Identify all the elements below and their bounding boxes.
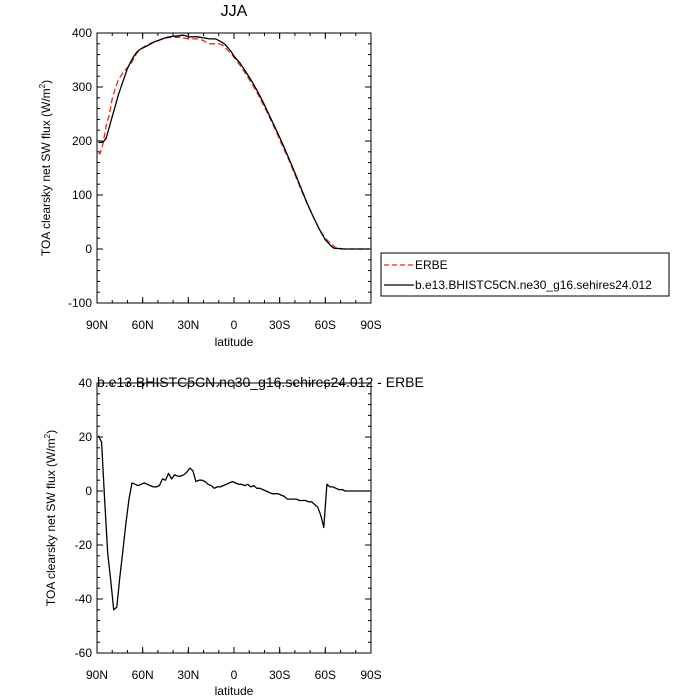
bottom-ytick-label: 0 (85, 484, 92, 498)
bottom-plot-frame (96, 382, 372, 654)
top-xtick-label: 60N (132, 318, 154, 332)
top-ytick-label: 300 (72, 80, 92, 94)
bottom-xtick-label: 90S (360, 668, 381, 682)
bottom-xtick-label: 0 (231, 668, 238, 682)
top-series-lines (98, 34, 370, 250)
top-y-axis: 400 300 200 100 0 -100 (68, 26, 371, 310)
top-ytick-label: 400 (72, 26, 92, 40)
top-series-line-model (98, 34, 370, 250)
top-xtick-label: 0 (231, 318, 238, 332)
bottom-xtick-label: 30N (177, 668, 199, 682)
bottom-xtick-label: 60N (132, 668, 154, 682)
bottom-xtick-label: 30S (269, 668, 290, 682)
bottom-ytick-label: 20 (79, 430, 93, 444)
bottom-y-axis-label-main: TOA clearsky net SW flux (W/m (44, 438, 58, 606)
top-xtick-label: 90S (360, 318, 381, 332)
top-series-line-erbe (98, 36, 370, 250)
bottom-panel-difference: b.e13.BHISTC5CN.ne30_g16.sehires24.012 -… (43, 374, 424, 698)
legend-label-model: b.e13.BHISTC5CN.ne30_g16.sehires24.012 (415, 278, 652, 292)
top-x-axis: 90N 60N 30N 0 30S 60S 90S (86, 33, 382, 332)
top-xtick-label: 30S (269, 318, 290, 332)
top-ytick-label: 100 (72, 188, 92, 202)
top-plot-frame (96, 32, 372, 304)
bottom-y-axis-label-close: ) (44, 430, 58, 434)
top-xtick-label: 30N (177, 318, 199, 332)
top-y-axis-label: TOA clearsky net SW flux (W/m2) (38, 80, 53, 256)
bottom-ytick-label: -20 (75, 538, 93, 552)
top-legend: ERBE b.e13.BHISTC5CN.ne30_g16.sehires24.… (380, 252, 670, 297)
top-y-axis-label-sup: 2 (38, 83, 47, 88)
top-y-axis-label-close: ) (39, 80, 53, 84)
top-ytick-label: -100 (68, 296, 92, 310)
top-chart-title: JJA (221, 3, 248, 20)
bottom-y-axis-label-sup: 2 (43, 433, 52, 438)
bottom-x-axis: 90N 60N 30N 0 30S 60S 90S (86, 383, 382, 682)
bottom-chart-title: b.e13.BHISTC5CN.ne30_g16.sehires24.012 -… (97, 374, 424, 390)
bottom-series-lines (97, 435, 370, 611)
bottom-xtick-label: 60S (315, 668, 336, 682)
top-ytick-label: 0 (85, 242, 92, 256)
top-y-axis-label-main: TOA clearsky net SW flux (W/m (39, 88, 53, 256)
bottom-ytick-label: -40 (75, 592, 93, 606)
top-x-axis-label: latitude (215, 335, 254, 349)
legend-label-erbe: ERBE (415, 258, 448, 272)
legend-box (380, 252, 670, 297)
bottom-ytick-label: -60 (75, 646, 93, 660)
bottom-series-line-model (97, 435, 370, 611)
top-xtick-label: 60S (315, 318, 336, 332)
bottom-x-axis-label: latitude (215, 684, 254, 698)
top-xtick-label: 90N (86, 318, 108, 332)
bottom-y-axis: 40 20 0 -20 -40 -60 (75, 376, 371, 660)
top-ytick-label: 200 (72, 134, 92, 148)
bottom-xtick-label: 90N (86, 668, 108, 682)
bottom-y-axis-label: TOA clearsky net SW flux (W/m2) (43, 430, 58, 606)
bottom-ytick-label: 40 (79, 376, 93, 390)
